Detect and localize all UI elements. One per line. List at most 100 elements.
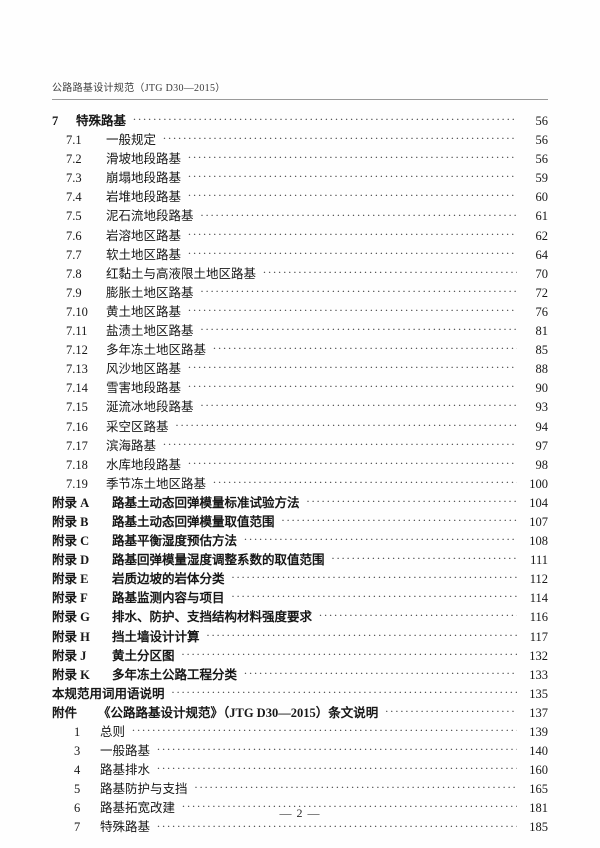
toc-entry-page-number: 88	[535, 362, 549, 377]
toc-entry[interactable]: 7.10 黄土地区路基 76	[52, 301, 548, 320]
toc-entry[interactable]: 7.18 水库地段路基 98	[52, 454, 548, 473]
toc-entry[interactable]: 6 路基拓宽改建 181	[52, 797, 548, 816]
toc-entry-page-number: 116	[529, 610, 548, 625]
toc-entry[interactable]: 本规范用词用语说明 135	[52, 683, 548, 702]
toc-entry[interactable]: 附录 J 黄土分区图 132	[52, 645, 548, 664]
toc-entry-title: 总则	[100, 725, 126, 739]
toc-entry[interactable]: 附录 C 路基平衡湿度预估方法 108	[52, 530, 548, 549]
toc-entry-page-number: 107	[529, 514, 548, 529]
toc-dot-leader	[332, 552, 517, 565]
toc-entry[interactable]: 3 一般路基 140	[52, 740, 548, 759]
page-folio: — 2 —	[279, 806, 321, 820]
toc-dot-leader	[307, 494, 517, 507]
toc-entry[interactable]: 7.5 泥石流地段路基 61	[52, 205, 548, 224]
toc-dot-leader	[188, 246, 517, 259]
toc-entry-title: 水库地段路基	[106, 457, 182, 472]
toc-entry-number: 附录 D	[52, 553, 90, 568]
toc-entry[interactable]: 5 路基防护与支挡 165	[52, 778, 548, 797]
toc-entry-number: 7.7	[66, 247, 82, 262]
toc-entry-title: 排水、防护、支挡结构材料强度要求	[112, 610, 313, 625]
toc-entry[interactable]: 7.19 季节冻土地区路基 100	[52, 473, 548, 492]
toc-entry-title: 风沙地区路基	[106, 362, 182, 377]
toc-entry-number: 1	[74, 725, 81, 739]
toc-entry-page-number: 56	[535, 152, 549, 167]
toc-entry[interactable]: 附录 G 排水、防护、支挡结构材料强度要求 116	[52, 606, 548, 625]
toc-dot-leader	[385, 704, 517, 717]
toc-entry-title: 红黏土与高液限土地区路基	[106, 266, 257, 281]
toc-entry[interactable]: 4 路基排水 160	[52, 759, 548, 778]
toc-entry[interactable]: 7.9 膨胀土地区路基 72	[52, 282, 548, 301]
toc-entry[interactable]: 7.1 一般规定 56	[52, 129, 548, 148]
toc-entry-number: 7.8	[66, 266, 82, 281]
toc-entry-number: 附录 F	[52, 591, 88, 606]
toc-entry[interactable]: 7.16 采空区路基 94	[52, 416, 548, 435]
toc-entry[interactable]: 7.13 风沙地区路基 88	[52, 358, 548, 377]
toc-dot-leader	[201, 399, 517, 412]
toc-entry[interactable]: 附录 E 岩质边坡的岩体分类 112	[52, 568, 548, 587]
toc-entry[interactable]: 7.2 滑坡地段路基 56	[52, 148, 548, 167]
toc-entry-number: 7	[74, 820, 81, 835]
toc-entry-number: 7.3	[66, 171, 82, 186]
toc-entry-page-number: 108	[529, 534, 548, 549]
toc-entry-page-number: 137	[529, 705, 548, 720]
toc-entry[interactable]: 7.14 雪害地段路基 90	[52, 377, 548, 396]
toc-entry-page-number: 133	[529, 667, 548, 682]
toc-entry[interactable]: 附录 B 路基土动态回弹模量取值范围 107	[52, 511, 548, 530]
toc-dot-leader	[195, 781, 517, 794]
toc-entry-number: 7.13	[66, 362, 88, 377]
toc-entry-number: 7.11	[66, 324, 88, 339]
toc-entry-number: 7.5	[66, 209, 82, 224]
toc-entry-page-number: 140	[529, 744, 548, 759]
toc-entry-page-number: 93	[535, 400, 549, 415]
toc-entry-title: 一般规定	[106, 133, 157, 148]
toc-entry[interactable]: 附录 A 路基土动态回弹模量标准试验方法 104	[52, 492, 548, 511]
toc-entry-title: 雪害地段路基	[106, 381, 182, 396]
toc-entry-number: 7.17	[66, 438, 88, 453]
toc-entry[interactable]: 7.7 软土地区路基 64	[52, 244, 548, 263]
toc-entry-title: 路基监测内容与项目	[112, 591, 225, 606]
toc-entry-title: 滨海路基	[106, 438, 157, 453]
toc-entry-title: 本规范用词用语说明	[52, 686, 165, 701]
toc-dot-leader	[188, 380, 517, 393]
toc-entry-title: 采空区路基	[106, 419, 169, 434]
toc-entry[interactable]: 附录 K 多年冻土公路工程分类 133	[52, 664, 548, 683]
toc-entry-page-number: 60	[535, 190, 549, 205]
toc-entry-page-number: 98	[535, 457, 549, 472]
toc-dot-leader	[182, 647, 517, 660]
toc-entry-title: 特殊路基	[100, 820, 151, 835]
toc-dot-leader	[188, 361, 517, 374]
toc-dot-leader	[188, 456, 517, 469]
toc-entry-page-number: 111	[530, 553, 548, 568]
toc-entry-page-number: 104	[529, 495, 548, 510]
toc-entry[interactable]: 附录 H 挡土墙设计计算 117	[52, 626, 548, 645]
toc-entry[interactable]: 7.11 盐渍土地区路基 81	[52, 320, 548, 339]
toc-dot-leader	[163, 132, 517, 145]
toc-dot-leader	[172, 685, 517, 698]
toc-entry-number: 4	[74, 763, 81, 778]
toc-entry[interactable]: 7 特殊路基 56	[52, 110, 548, 129]
toc-entry-page-number: 64	[535, 247, 549, 262]
toc-entry[interactable]: 7.3 崩塌地段路基 59	[52, 167, 548, 186]
toc-entry[interactable]: 7.8 红黏土与高液限土地区路基 70	[52, 263, 548, 282]
toc-dot-leader	[188, 151, 517, 164]
toc-entry-number: 附录 B	[52, 514, 89, 529]
toc-entry-number: 附录 K	[52, 667, 90, 682]
toc-entry[interactable]: 附件 《公路路基设计规范》（JTG D30—2015）条文说明 137	[52, 702, 548, 721]
toc-entry[interactable]: 7.15 涎流冰地段路基 93	[52, 396, 548, 415]
toc-entry-title: 多年冻土地区路基	[106, 343, 207, 358]
toc-entry[interactable]: 附录 D 路基回弹模量湿度调整系数的取值范围 111	[52, 549, 548, 568]
toc-dot-leader	[201, 208, 517, 221]
toc-dot-leader	[207, 628, 517, 641]
toc-entry[interactable]: 7.12 多年冻土地区路基 85	[52, 339, 548, 358]
toc-dot-leader	[201, 284, 517, 297]
toc-entry[interactable]: 附录 F 路基监测内容与项目 114	[52, 587, 548, 606]
toc-entry-page-number: 114	[529, 591, 548, 606]
toc-entry[interactable]: 7.17 滨海路基 97	[52, 435, 548, 454]
toc-entry-title: 涎流冰地段路基	[106, 400, 194, 415]
toc-entry-page-number: 185	[529, 820, 548, 835]
toc-entry[interactable]: 1 总则 139	[52, 721, 548, 740]
toc-entry[interactable]: 7.4 岩堆地段路基 60	[52, 186, 548, 205]
toc-entry[interactable]: 7.6 岩溶地区路基 62	[52, 225, 548, 244]
toc-entry-title: 膨胀土地区路基	[106, 285, 194, 300]
toc-entry[interactable]: 7 特殊路基 185	[52, 816, 548, 835]
